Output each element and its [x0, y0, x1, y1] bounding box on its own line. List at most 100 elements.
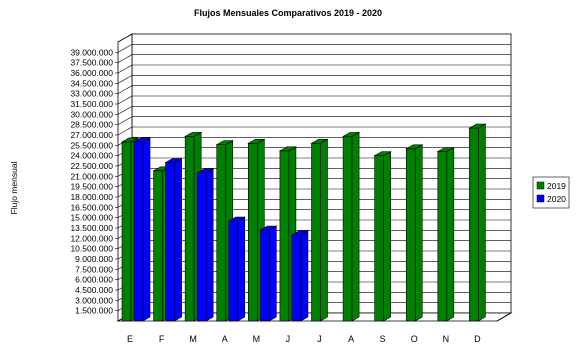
- bar-2019-5-top: [278, 146, 298, 152]
- y-tick-label: 31.500.000: [70, 99, 113, 109]
- bar-2019-6-front: [311, 142, 321, 322]
- y-tick-label: 9.000.000: [75, 254, 113, 264]
- bar-2020-0: [132, 137, 152, 322]
- bar-2019-10-top: [436, 147, 455, 152]
- x-tick-label: E: [127, 334, 133, 344]
- bar-2019-0-front: [121, 141, 132, 322]
- bar-2020-4: [259, 225, 278, 322]
- y-tick-label: 1.500.000: [75, 306, 113, 316]
- y-tick-label: 25.500.000: [70, 140, 113, 150]
- gridline-side: [117, 85, 133, 94]
- bar-2020-1: [164, 158, 183, 322]
- gridline-side: [117, 95, 133, 105]
- bar-2019-9: [405, 144, 424, 322]
- bar-2019-2-front: [184, 136, 195, 322]
- x-tick-label: M: [189, 334, 197, 344]
- bar-2020-5-side: [300, 230, 309, 322]
- y-axis-title: Flujo mensual: [9, 161, 19, 214]
- bar-2019-4-front: [248, 142, 258, 322]
- legend-label: 2020: [547, 194, 566, 204]
- bar-2019-8-side: [383, 151, 391, 322]
- bar-2019-11-top: [468, 123, 487, 129]
- x-tick-label: S: [380, 334, 386, 344]
- chart-title: Flujos Mensuales Comparativos 2019 - 202…: [194, 8, 382, 18]
- y-tick-label: 18.000.000: [70, 192, 113, 202]
- y-tick-label: 15.000.000: [70, 213, 113, 223]
- legend-swatch-2020: [536, 194, 545, 203]
- legend-swatch-2019: [536, 181, 545, 190]
- bar-2019-5-front: [279, 150, 290, 322]
- bar-2019-11-side: [478, 123, 486, 322]
- y-tick-label: 21.000.000: [70, 171, 113, 181]
- y-tick-label: 39.000.000: [70, 47, 113, 57]
- y-tick-label: 12.000.000: [70, 233, 113, 243]
- bar-2019-11-front: [469, 127, 479, 322]
- bar-2020-2-side: [205, 168, 214, 322]
- bar-2019-0-top: [120, 137, 140, 143]
- bar-2020-0-top: [132, 137, 152, 143]
- x-tick-label: N: [443, 334, 450, 344]
- gridline-side: [117, 75, 133, 84]
- x-tick-label: F: [159, 334, 165, 344]
- bar-2019-2-top: [184, 132, 203, 137]
- bar-2020-0-front: [133, 141, 144, 322]
- bar-2020-3: [227, 216, 246, 322]
- y-tick-label: 36.000.000: [70, 68, 113, 78]
- x-tick-label: A: [348, 334, 354, 344]
- y-tick-label: 6.000.000: [75, 275, 113, 285]
- y-tick-label: 37.500.000: [70, 58, 113, 68]
- bar-2020-1-front: [165, 162, 175, 322]
- x-tick-label: J: [317, 334, 322, 344]
- x-tick-label: M: [253, 334, 261, 344]
- bar-2019-9-front: [405, 148, 416, 322]
- bar-2020-3-side: [237, 216, 246, 322]
- y-tick-label: 22.500.000: [70, 161, 113, 171]
- bar-2020-4-top: [259, 225, 278, 231]
- bar-2019-7-top: [341, 132, 361, 137]
- legend-label: 2019: [547, 181, 566, 191]
- y-tick-label: 24.000.000: [70, 151, 113, 161]
- y-tick-label: 13.500.000: [70, 223, 113, 233]
- bar-2019-4-top: [247, 138, 266, 144]
- bar-2020-1-top: [164, 158, 183, 163]
- y-tick-label: 7.500.000: [75, 264, 113, 274]
- bar-2020-0-side: [142, 137, 151, 322]
- y-tick-label: 10.500.000: [70, 244, 113, 254]
- gridline-side: [117, 126, 133, 136]
- bar-2020-4-front: [260, 229, 270, 322]
- y-tick-label: 28.500.000: [70, 120, 113, 130]
- gridline-side: [117, 64, 133, 74]
- bar-2019-7-front: [342, 136, 353, 322]
- bar-2020-4-side: [269, 225, 277, 322]
- bar-2019-7-side: [351, 131, 360, 322]
- x-tick-label: J: [286, 334, 291, 344]
- bar-2019-9-side: [414, 144, 423, 322]
- bar-2019-8: [373, 151, 392, 322]
- legend: 2019 2020: [532, 176, 570, 209]
- y-tick-label: 30.000.000: [70, 109, 113, 119]
- bar-2019-1-front: [153, 170, 163, 322]
- y-tick-label: 16.500.000: [70, 202, 113, 212]
- bar-2019-11: [468, 123, 487, 322]
- gridline-side: [117, 116, 133, 125]
- bar-2019-6-top: [310, 138, 329, 144]
- y-tick-label: 3.000.000: [75, 295, 113, 305]
- bar-2020-1-side: [174, 158, 182, 322]
- bar-2019-8-front: [374, 155, 384, 322]
- bar-2020-3-top: [227, 216, 246, 222]
- bar-2020-2-top: [196, 168, 215, 174]
- bar-2020-2-front: [196, 172, 207, 322]
- y-tick-label: 33.000.000: [70, 89, 113, 99]
- y-tick-label: 27.000.000: [70, 130, 113, 140]
- plot-area: 1.500.0003.000.0004.500.0006.000.0007.50…: [70, 33, 513, 344]
- bar-2019-3-front: [216, 144, 227, 322]
- y-tick-label: 4.500.000: [75, 285, 113, 295]
- gridline-side: [117, 106, 133, 115]
- bar-2020-5-top: [290, 230, 310, 236]
- x-tick-label: O: [411, 334, 418, 344]
- bar-2020-5-front: [291, 234, 302, 322]
- bar-2020-3-front: [228, 220, 239, 322]
- bar-2020-2: [196, 168, 215, 322]
- bar-2019-10-front: [437, 151, 448, 322]
